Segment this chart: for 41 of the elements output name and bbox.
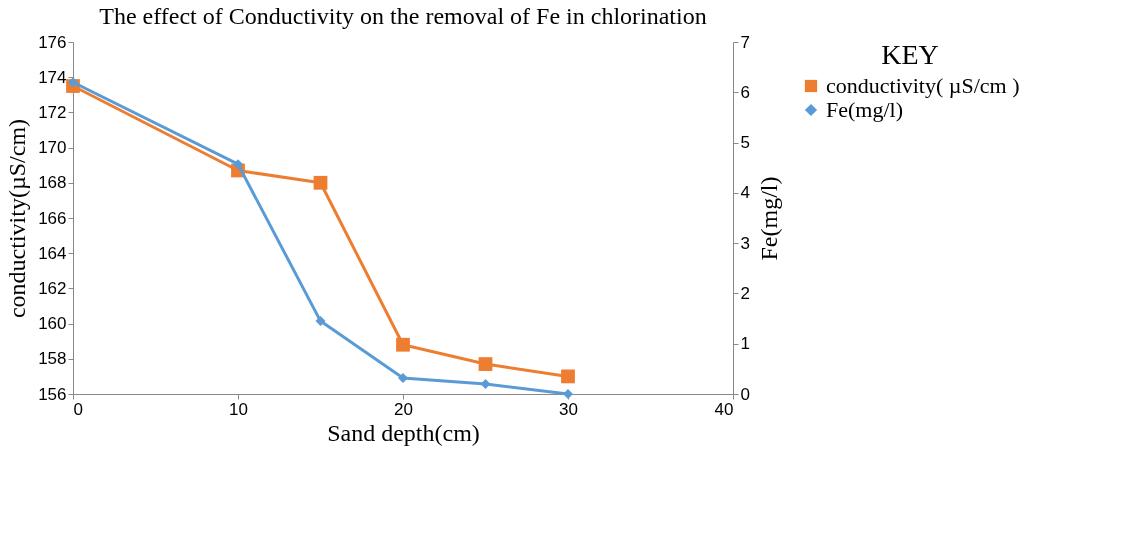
y-tick-label: 176: [38, 32, 67, 52]
y-tick-label: 156: [38, 384, 67, 404]
y-tick-label: 168: [38, 173, 67, 193]
y2-tick-label: 5: [740, 133, 750, 153]
y2-tick-label: 1: [740, 334, 750, 354]
x-tick-label: 0: [73, 399, 83, 419]
x-tick-label: 10: [229, 399, 248, 419]
y-tick-label: 162: [38, 278, 67, 298]
point: [561, 369, 575, 384]
y-tick-label: 160: [38, 314, 67, 334]
y2-tick-label: 7: [740, 32, 750, 52]
point: [313, 175, 328, 190]
y-tick-label: 174: [38, 67, 67, 87]
x-tick-label: 20: [394, 399, 413, 419]
x-axis-title: Sand depth(cm): [327, 419, 480, 446]
legend-title: KEY: [881, 39, 939, 70]
point: [478, 357, 493, 371]
y2-tick-label: 0: [740, 384, 750, 404]
point: [398, 372, 408, 383]
y2-tick-label: 4: [740, 183, 750, 203]
x-tick-label: 40: [714, 399, 734, 419]
point: [68, 77, 78, 88]
point: [480, 378, 491, 389]
point: [233, 159, 243, 170]
x-tick-label: 30: [559, 399, 578, 419]
point: [563, 389, 573, 399]
y-tick-label: 170: [38, 138, 67, 158]
y-tick-label: 172: [38, 102, 67, 122]
y-tick-label: 166: [38, 208, 67, 228]
chart-title: The effect of Conductivity on the removal of Fe in chlorination: [99, 3, 707, 29]
point: [396, 337, 410, 352]
point: [315, 316, 326, 327]
y-tick-label: 164: [38, 243, 67, 263]
y2-axis-title: Fe(mg/l): [755, 176, 782, 261]
y-tick-label: 158: [38, 349, 67, 369]
legend-label: conductivity( µS/cm ): [826, 73, 1020, 98]
y2-tick-label: 3: [740, 233, 750, 253]
y-axis-title: conductivity(µS/cm): [4, 118, 31, 319]
y2-tick-label: 2: [740, 283, 750, 303]
y2-tick-label: 6: [740, 82, 750, 102]
legend-label: Fe(mg/l): [826, 97, 903, 122]
